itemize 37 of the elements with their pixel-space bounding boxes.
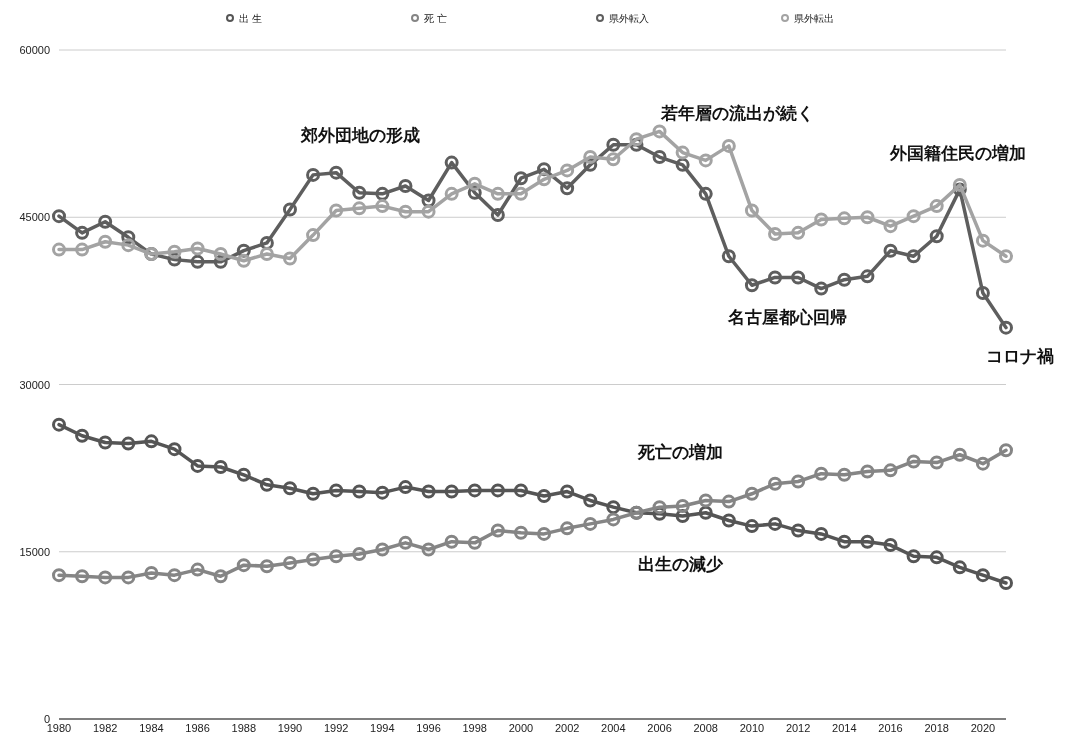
annotation: 郊外団地の形成 — [299, 126, 420, 145]
x-tick-label: 2004 — [601, 722, 626, 734]
x-tick-label: 2008 — [693, 722, 718, 734]
x-tick-label: 2016 — [878, 722, 903, 734]
y-tick-label: 30000 — [19, 378, 50, 391]
x-tick-label: 1994 — [370, 722, 395, 734]
x-tick-label: 1984 — [139, 722, 164, 734]
x-tick-label: 1990 — [277, 722, 303, 734]
x-tick-label: 2020 — [970, 722, 996, 734]
legend-label: 出 生 — [239, 13, 262, 24]
x-tick-label: 2000 — [508, 722, 534, 734]
y-tick-label: 0 — [43, 713, 50, 725]
legend-label: 県外転入 — [609, 13, 649, 24]
x-tick-label: 1986 — [185, 722, 210, 734]
legend-label: 県外転出 — [794, 13, 834, 24]
x-tick-label: 1996 — [416, 722, 441, 734]
x-tick-label: 2012 — [785, 722, 811, 734]
y-tick-label: 45000 — [19, 211, 50, 224]
annotation: 名古屋都心回帰 — [726, 308, 847, 327]
x-tick-label: 2014 — [832, 722, 857, 734]
annotation: 出生の減少 — [637, 555, 724, 574]
x-tick-label: 1998 — [462, 722, 487, 734]
annotation: 外国籍住民の増加 — [889, 143, 1026, 163]
x-tick-label: 2002 — [554, 722, 580, 734]
y-tick-label: 60000 — [19, 44, 50, 56]
annotation: 若年層の流出が続く — [659, 104, 814, 123]
annotation: コロナ禍 — [986, 347, 1054, 366]
x-tick-label: 2018 — [924, 722, 949, 734]
x-tick-label: 1982 — [92, 722, 118, 734]
y-tick-label: 15000 — [19, 545, 50, 558]
x-tick-label: 1992 — [323, 722, 349, 734]
x-tick-label: 1980 — [46, 722, 72, 734]
x-tick-label: 2006 — [647, 722, 672, 734]
x-tick-label: 2010 — [739, 722, 765, 734]
x-tick-label: 1988 — [231, 722, 257, 734]
legend-label: 死 亡 — [424, 13, 447, 24]
annotation: 死亡の増加 — [636, 442, 723, 462]
